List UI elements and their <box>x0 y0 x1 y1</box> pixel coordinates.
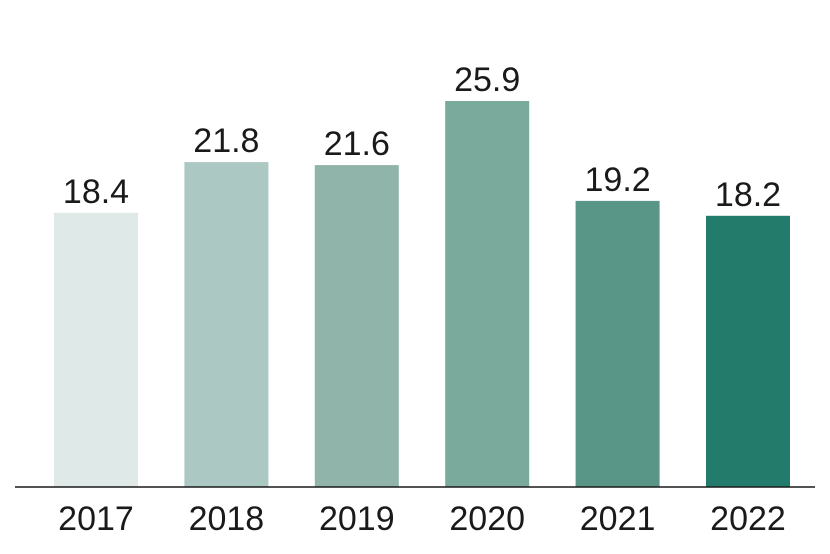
x-tick-label-2021: 2021 <box>580 500 656 538</box>
value-label-2021: 19.2 <box>585 161 651 199</box>
bar-2018 <box>184 162 269 487</box>
bar-2019 <box>314 165 399 487</box>
value-label-2019: 21.6 <box>324 125 390 163</box>
bars-group <box>54 101 790 488</box>
value-label-2018: 21.8 <box>193 122 259 160</box>
x-tick-label-2017: 2017 <box>58 500 134 538</box>
x-tick-labels-group: 2017 2018 2019 2020 2021 2022 <box>58 500 786 538</box>
value-label-2020: 25.9 <box>454 61 520 99</box>
bar-2022 <box>706 215 790 488</box>
x-tick-label-2020: 2020 <box>449 500 525 538</box>
x-tick-label-2022: 2022 <box>710 500 786 538</box>
x-tick-label-2018: 2018 <box>189 500 265 538</box>
bar-2017 <box>54 212 138 488</box>
bar-2020 <box>445 101 530 487</box>
bar-2021 <box>575 200 660 487</box>
x-tick-label-2019: 2019 <box>319 500 395 538</box>
value-labels-group: 18.4 21.8 21.6 25.9 19.2 18.2 <box>63 61 781 214</box>
value-label-2022: 18.2 <box>715 176 781 214</box>
value-label-2017: 18.4 <box>63 173 129 211</box>
